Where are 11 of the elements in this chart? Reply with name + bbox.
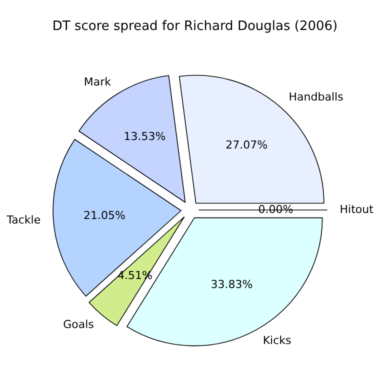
slice-label: Tackle bbox=[6, 214, 41, 227]
chart-title: DT score spread for Richard Douglas (2006) bbox=[52, 19, 338, 34]
slice-label: Goals bbox=[63, 318, 94, 331]
data-label: 21.05% bbox=[83, 209, 126, 222]
slice-label: Kicks bbox=[262, 334, 292, 347]
category-label: Hitout bbox=[340, 203, 374, 216]
data-label: 33.83% bbox=[210, 278, 253, 291]
slice-label: Mark bbox=[84, 76, 112, 89]
slice-label: Handballs bbox=[288, 90, 344, 104]
data-label: 13.53% bbox=[124, 130, 166, 144]
data-label: 27.07% bbox=[226, 138, 268, 152]
